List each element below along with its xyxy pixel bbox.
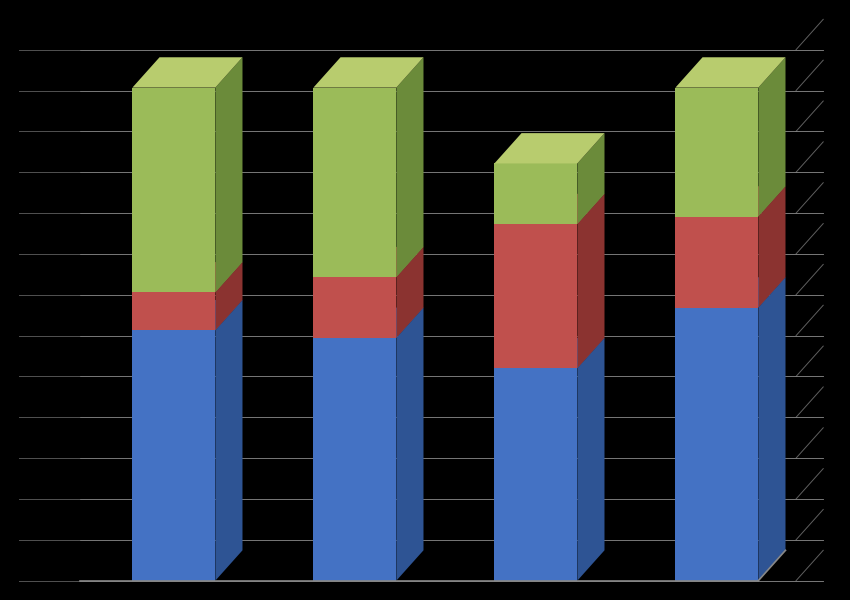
Polygon shape — [314, 247, 423, 277]
Polygon shape — [396, 247, 423, 338]
Polygon shape — [133, 331, 215, 581]
Polygon shape — [676, 88, 758, 217]
Polygon shape — [314, 338, 396, 581]
Polygon shape — [495, 338, 604, 368]
Polygon shape — [396, 57, 423, 277]
Polygon shape — [676, 186, 785, 217]
Polygon shape — [215, 262, 242, 331]
Polygon shape — [314, 277, 396, 338]
Polygon shape — [758, 57, 785, 217]
Polygon shape — [396, 308, 423, 581]
Polygon shape — [495, 224, 577, 368]
Polygon shape — [215, 57, 242, 292]
Polygon shape — [676, 308, 758, 581]
Polygon shape — [314, 57, 423, 88]
Polygon shape — [133, 292, 215, 331]
Polygon shape — [495, 163, 577, 224]
Polygon shape — [133, 88, 215, 292]
Polygon shape — [215, 300, 242, 581]
Polygon shape — [314, 308, 423, 338]
Polygon shape — [577, 194, 604, 368]
Polygon shape — [495, 133, 604, 163]
Polygon shape — [676, 277, 785, 308]
Polygon shape — [758, 277, 785, 581]
Polygon shape — [676, 57, 785, 88]
Polygon shape — [133, 57, 242, 88]
Polygon shape — [314, 88, 396, 277]
Polygon shape — [676, 217, 758, 308]
Polygon shape — [133, 262, 242, 292]
Polygon shape — [495, 194, 604, 224]
Polygon shape — [495, 368, 577, 581]
Polygon shape — [133, 300, 242, 331]
Polygon shape — [577, 133, 604, 224]
Polygon shape — [577, 338, 604, 581]
Polygon shape — [758, 186, 785, 308]
